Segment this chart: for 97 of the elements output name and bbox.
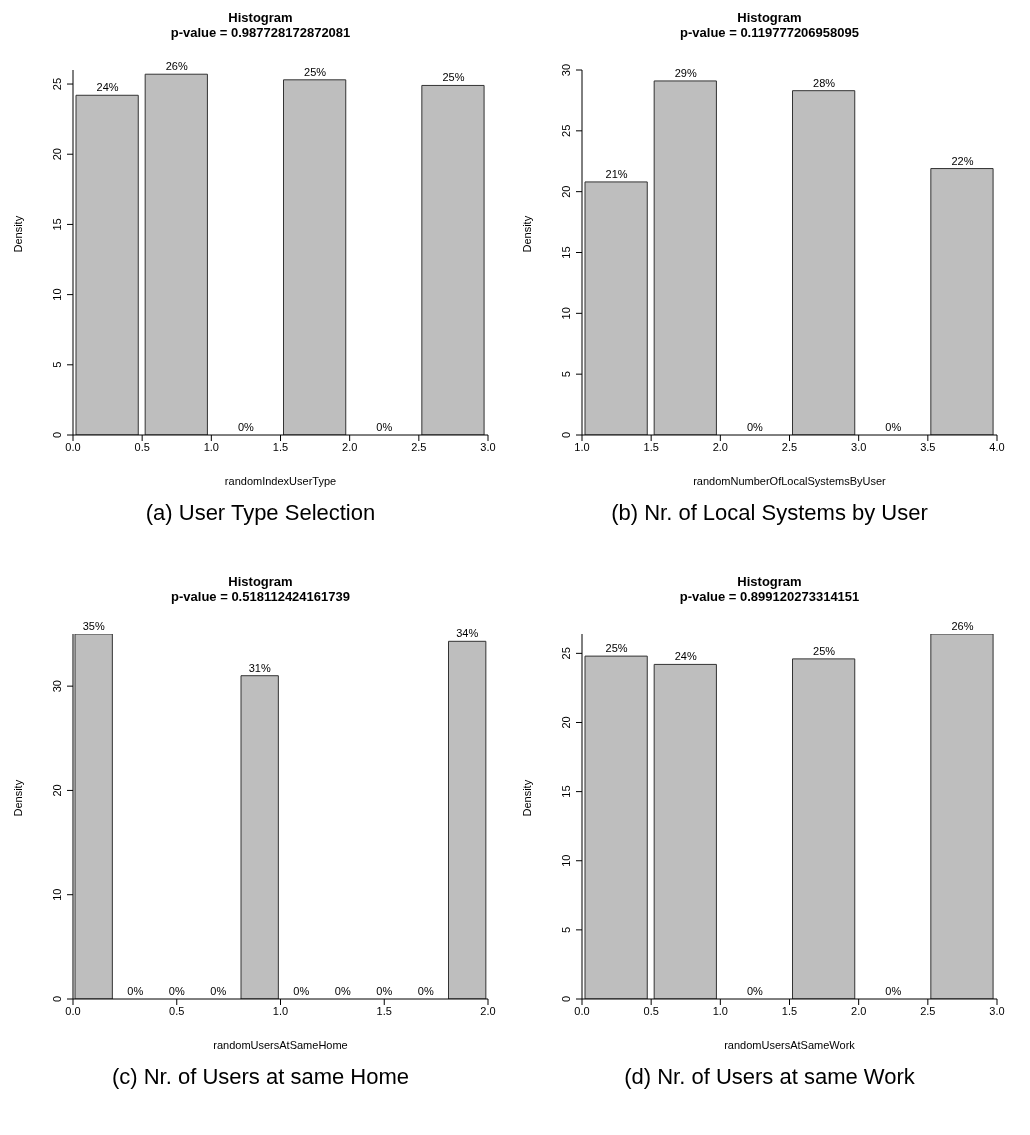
data-label: 0%	[210, 985, 227, 997]
x-tick-label: 0.5	[169, 1004, 185, 1017]
x-tick-label: 1.0	[712, 1004, 728, 1017]
text: (c) Nr. of Users at same Home	[110, 1064, 411, 1090]
text: (b) Nr. of Local Systems by User	[610, 500, 929, 526]
x-tick-label: 1.5	[643, 440, 659, 453]
y-axis-title: Density	[11, 215, 24, 253]
data-label: 25%	[605, 642, 628, 655]
y-tick-label: 30	[51, 680, 63, 693]
x-tick-label: 0.5	[643, 1004, 659, 1017]
data-label: 25%	[304, 65, 327, 78]
data-label: 0%	[127, 985, 144, 997]
data-label: 21%	[605, 167, 628, 180]
y-tick-label: 30	[560, 63, 572, 77]
text: (a) User Type Selection	[144, 500, 377, 526]
y-tick-label: 20	[560, 716, 572, 729]
y-tick-label: 10	[51, 288, 63, 301]
x-tick-label: 4.0	[989, 440, 1005, 453]
data-label: 22%	[951, 154, 974, 167]
y-axis-title: Density	[11, 779, 24, 817]
data-label: 34%	[456, 627, 479, 640]
x-tick-label: 1.0	[272, 1004, 289, 1017]
x-tick-label: 3.0	[480, 440, 496, 453]
y-tick-label: 25	[51, 77, 63, 91]
x-tick-label: 1.0	[203, 440, 219, 453]
y-tick-label: 10	[560, 854, 572, 867]
data-label: 26%	[951, 620, 974, 632]
data-label: 26%	[165, 60, 188, 73]
y-axis-title: Density	[520, 779, 533, 817]
x-tick-label: 2.0	[342, 440, 358, 453]
y-tick-label: 0	[51, 995, 63, 1003]
y-tick-label: 10	[560, 307, 572, 320]
chart-subtitle: p-value = 0.518112424161739	[170, 589, 351, 604]
y-tick-label: 15	[560, 785, 572, 798]
x-axis-title: randomNumberOfLocalSystemsByUser	[693, 475, 887, 487]
x-tick-label: 1.5	[376, 1004, 392, 1017]
y-tick-label: 20	[51, 148, 63, 161]
x-tick-label: 3.0	[989, 1004, 1005, 1017]
data-label: 0%	[746, 985, 764, 997]
y-tick-label: 15	[51, 218, 63, 231]
data-label: 0%	[885, 421, 902, 433]
y-tick-label: 25	[560, 647, 572, 660]
data-label: 0%	[168, 985, 185, 997]
x-tick-label: 2.5	[920, 1004, 936, 1017]
data-label: 24%	[674, 650, 697, 663]
x-tick-label: 0.0	[65, 440, 81, 453]
data-label: 0%	[293, 985, 310, 997]
x-axis-title: randomUsersAtSameHome	[213, 1039, 348, 1051]
data-label: 25%	[442, 71, 465, 84]
x-tick-label: 1.5	[781, 1004, 798, 1017]
data-label: 0%	[376, 421, 393, 433]
chart-subtitle: p-value = 0.119777206958095	[679, 25, 860, 40]
y-tick-label: 5	[560, 371, 572, 378]
x-tick-label: 0.0	[65, 1004, 81, 1017]
x-tick-label: 2.0	[851, 1004, 867, 1017]
y-tick-label: 15	[560, 246, 572, 259]
data-label: 35%	[82, 620, 105, 632]
data-label: 0%	[746, 421, 764, 433]
x-axis-title: randomUsersAtSameWork	[724, 1039, 856, 1051]
chart-title: Histogram	[227, 574, 294, 589]
data-label: 0%	[417, 985, 434, 997]
y-tick-label: 0	[560, 995, 572, 1003]
data-label: 29%	[674, 66, 697, 79]
y-tick-label: 5	[560, 926, 572, 933]
text: (d) Nr. of Users at same Work	[623, 1064, 916, 1090]
y-axis-title: Density	[520, 215, 533, 253]
x-tick-label: 3.0	[851, 440, 867, 453]
data-label: 0%	[237, 421, 255, 433]
y-tick-label: 0	[51, 431, 63, 439]
x-tick-label: 1.5	[272, 440, 289, 453]
data-label: 24%	[96, 81, 119, 94]
y-tick-label: 25	[560, 124, 572, 137]
data-label: 25%	[813, 644, 836, 657]
y-tick-label: 5	[51, 361, 63, 368]
chart-title: Histogram	[227, 10, 294, 25]
chart-title: Histogram	[736, 574, 803, 589]
x-tick-label: 0.0	[574, 1004, 590, 1017]
data-label: 28%	[813, 76, 836, 89]
data-label: 0%	[376, 985, 393, 997]
chart-subtitle: p-value = 0.899120273314151	[678, 589, 861, 604]
y-tick-label: 20	[560, 185, 572, 198]
y-tick-label: 20	[51, 784, 63, 797]
x-tick-label: 1.0	[574, 440, 590, 453]
y-tick-label: 10	[51, 888, 63, 901]
data-label: 31%	[248, 661, 271, 674]
y-tick-label: 0	[560, 431, 572, 439]
x-tick-label: 2.5	[781, 440, 798, 453]
x-tick-label: 2.0	[712, 440, 728, 453]
data-label: 0%	[334, 985, 351, 997]
chart-subtitle: p-value = 0.987728172872081	[169, 25, 352, 40]
x-axis-title: randomIndexUserType	[224, 475, 337, 487]
x-tick-label: 0.5	[134, 440, 150, 453]
x-tick-label: 2.5	[411, 440, 427, 453]
data-label: 0%	[885, 985, 902, 997]
chart-title: Histogram	[736, 10, 803, 25]
x-tick-label: 3.5	[920, 440, 936, 453]
x-tick-label: 2.0	[480, 1004, 496, 1017]
